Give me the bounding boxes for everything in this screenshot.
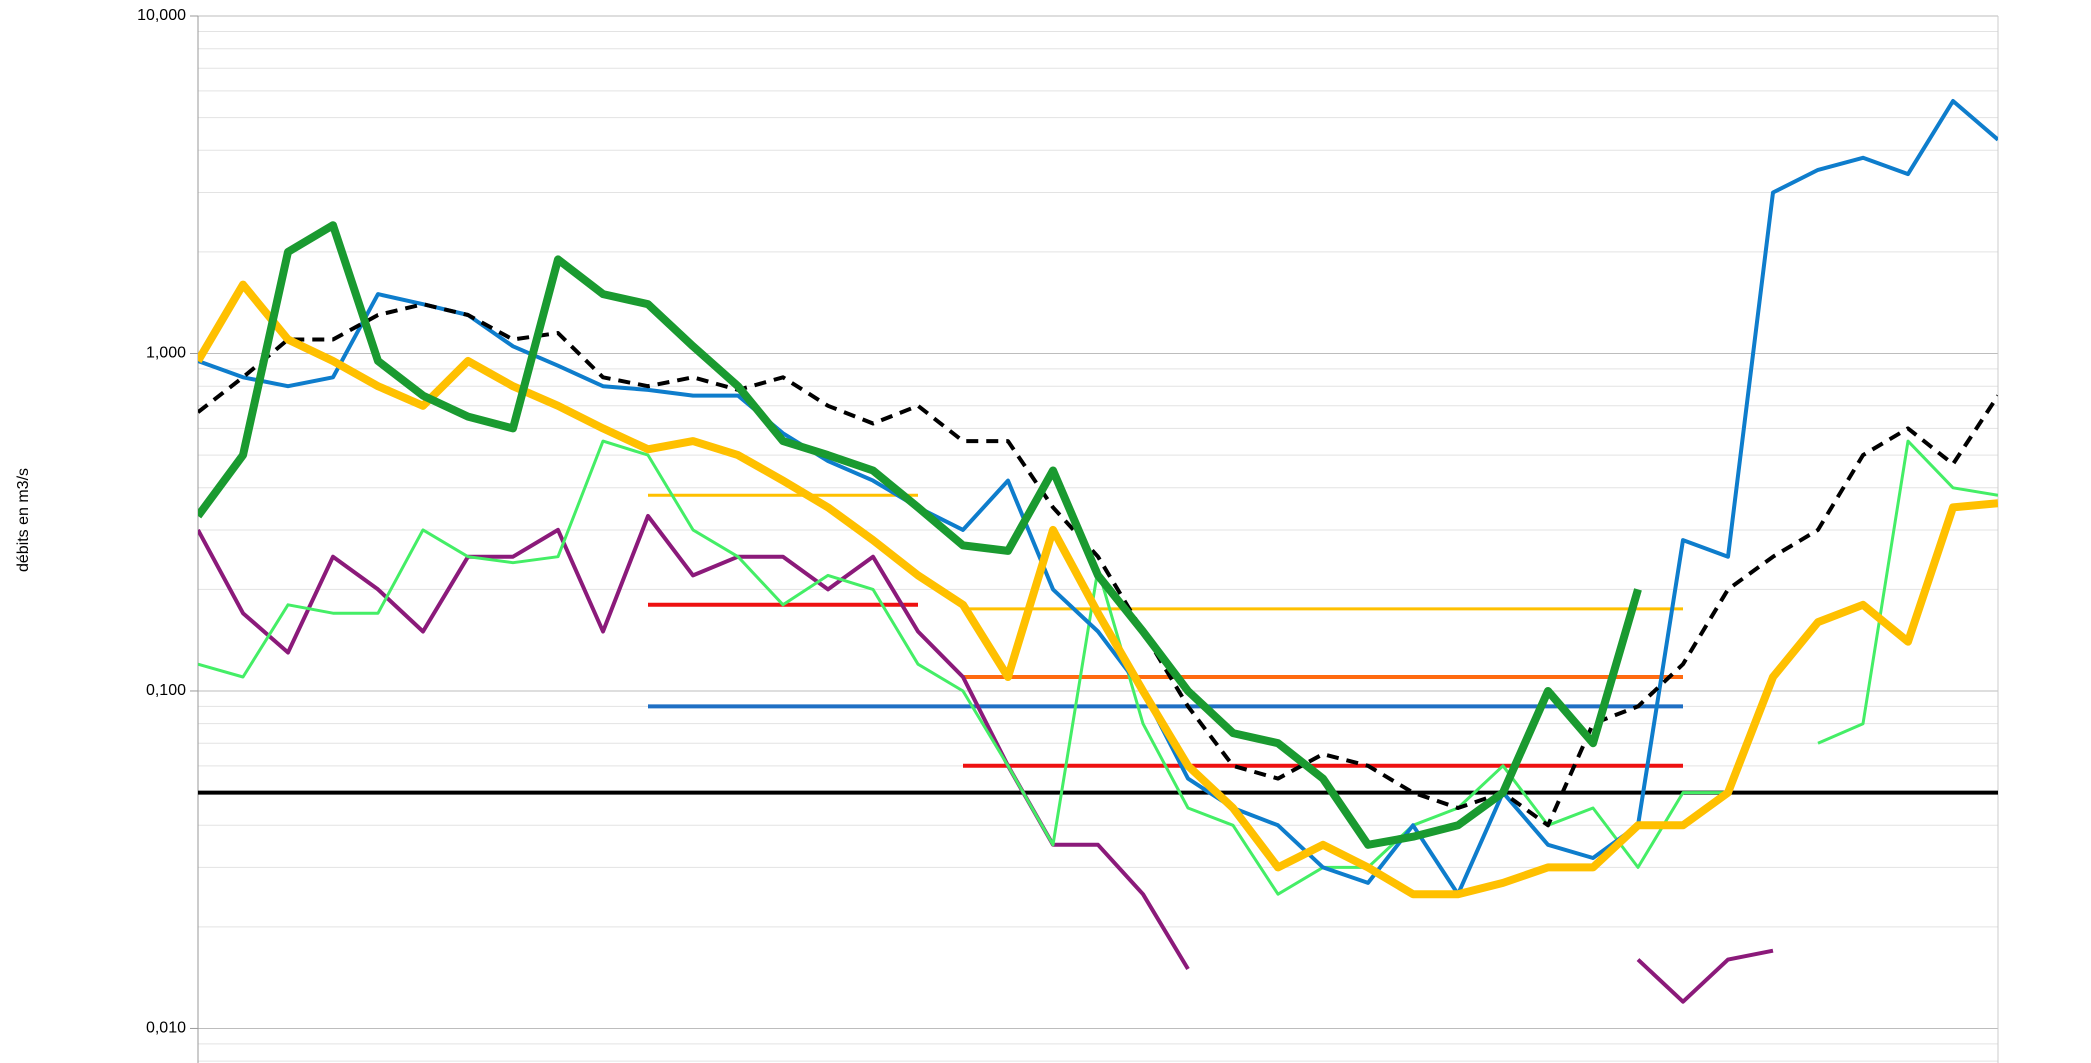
y-axis-label: débits en m3/s [15,468,32,572]
y-tick-label: 0,100 [146,682,186,699]
y-tick-label: 10,000 [137,7,186,24]
y-tick-label: 1,000 [146,345,186,362]
series-line [198,99,1998,897]
series-line [198,221,1642,849]
y-tick-label: 0,010 [146,1020,186,1037]
series-line [198,280,1998,899]
series-line [198,514,1774,1004]
series-line [198,302,1998,828]
series-line [198,439,1998,896]
